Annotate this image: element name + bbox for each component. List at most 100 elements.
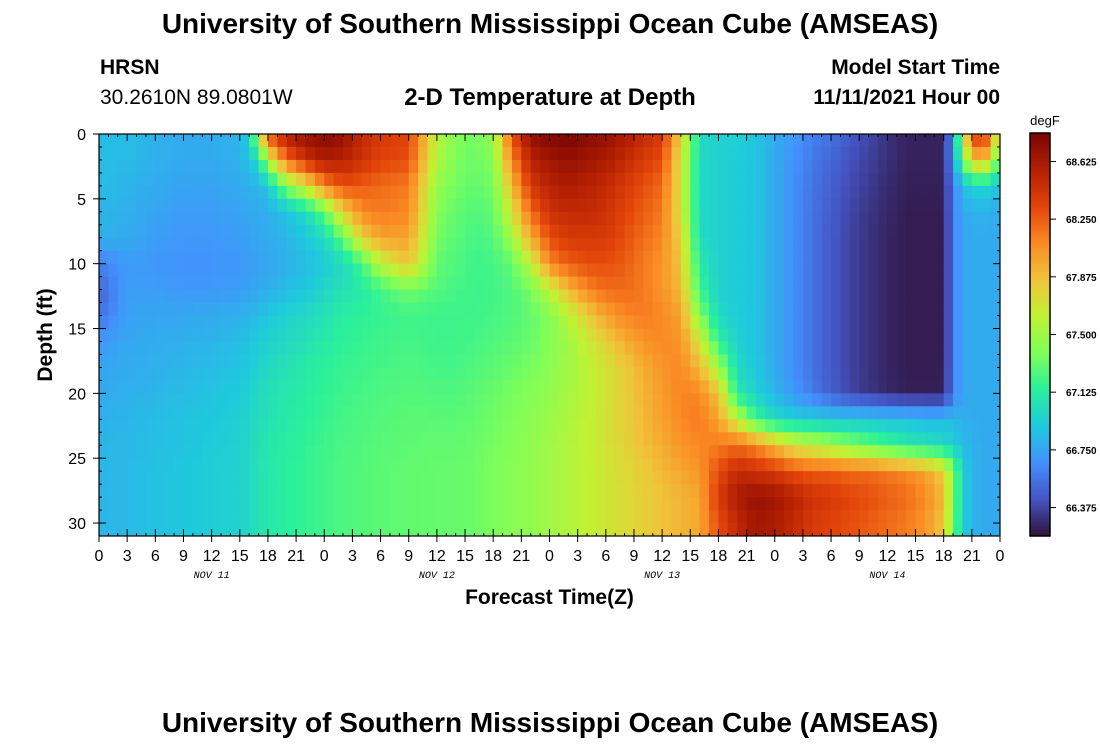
heatmap-cell bbox=[690, 419, 701, 433]
heatmap-cell bbox=[802, 341, 813, 356]
heatmap-cell bbox=[831, 523, 842, 536]
heatmap-cell bbox=[371, 134, 382, 148]
heatmap-cell bbox=[671, 432, 682, 446]
heatmap-cell bbox=[286, 315, 297, 330]
heatmap-cell bbox=[221, 302, 231, 317]
heatmap-cell bbox=[408, 510, 419, 524]
heatmap-cell bbox=[746, 380, 757, 394]
heatmap-cell bbox=[812, 315, 823, 330]
heatmap-cell bbox=[793, 263, 804, 278]
heatmap-cell bbox=[324, 328, 335, 343]
heatmap-cell bbox=[896, 328, 907, 343]
heatmap-cell bbox=[549, 185, 560, 200]
heatmap-cell bbox=[699, 471, 710, 485]
heatmap-cell bbox=[690, 445, 701, 459]
heatmap-cell bbox=[136, 380, 147, 394]
heatmap-cell bbox=[990, 328, 1000, 343]
heatmap-cell bbox=[296, 432, 307, 446]
heatmap-cell bbox=[174, 354, 185, 369]
heatmap-cell bbox=[943, 393, 954, 407]
heatmap-cell bbox=[540, 172, 551, 187]
heatmap-cell bbox=[314, 185, 325, 200]
heatmap-cell bbox=[605, 250, 616, 265]
heatmap-cell bbox=[671, 211, 682, 226]
heatmap-cell bbox=[136, 341, 147, 356]
heatmap-cell bbox=[558, 302, 569, 317]
heatmap-cell bbox=[418, 224, 429, 239]
heatmap-cell bbox=[943, 276, 954, 291]
heatmap-cell bbox=[155, 497, 166, 511]
heatmap-cell bbox=[296, 497, 307, 511]
heatmap-cell bbox=[380, 471, 391, 485]
heatmap-cell bbox=[343, 159, 354, 174]
heatmap-cell bbox=[755, 224, 766, 239]
heatmap-cell bbox=[671, 276, 682, 291]
heatmap-cell bbox=[924, 367, 935, 381]
heatmap-cell bbox=[746, 146, 757, 161]
heatmap-cell bbox=[145, 341, 156, 356]
heatmap-cell bbox=[624, 471, 635, 485]
heatmap-cell bbox=[296, 159, 307, 174]
heatmap-cell bbox=[587, 341, 598, 356]
heatmap-cell bbox=[971, 211, 982, 226]
heatmap-cell bbox=[455, 419, 466, 433]
heatmap-cell bbox=[493, 185, 504, 200]
heatmap-cell bbox=[286, 198, 297, 213]
heatmap-cell bbox=[737, 134, 748, 148]
heatmap-cell bbox=[258, 198, 269, 213]
heatmap-cell bbox=[249, 159, 260, 174]
heatmap-cell bbox=[371, 484, 382, 498]
heatmap-cell bbox=[746, 510, 757, 524]
heatmap-cell bbox=[840, 172, 851, 187]
heatmap-cell bbox=[765, 302, 776, 317]
heatmap-cell bbox=[915, 497, 926, 511]
heatmap-cell bbox=[474, 484, 485, 498]
heatmap-cell bbox=[868, 328, 879, 343]
heatmap-cell bbox=[174, 185, 185, 200]
heatmap-cell bbox=[662, 432, 673, 446]
heatmap-cell bbox=[502, 406, 513, 420]
x-tick-label: 6 bbox=[151, 548, 160, 565]
heatmap-cell bbox=[343, 406, 354, 420]
heatmap-cell bbox=[399, 393, 410, 407]
heatmap-cell bbox=[192, 211, 203, 226]
heatmap-cell bbox=[380, 380, 391, 394]
heatmap-cell bbox=[718, 134, 729, 148]
heatmap-cell bbox=[774, 185, 785, 200]
heatmap-cell bbox=[483, 263, 494, 278]
x-tick-label: 15 bbox=[907, 548, 925, 565]
heatmap-cell bbox=[587, 471, 598, 485]
x-tick-label: 0 bbox=[320, 548, 329, 565]
heatmap-cell bbox=[755, 341, 766, 356]
heatmap-cell bbox=[267, 510, 278, 524]
heatmap-cell bbox=[906, 263, 917, 278]
heatmap-cell bbox=[549, 276, 560, 291]
heatmap-cell bbox=[755, 250, 766, 265]
heatmap-cell bbox=[174, 211, 185, 226]
heatmap-cell bbox=[924, 328, 935, 343]
heatmap-cell bbox=[493, 237, 504, 252]
heatmap-cell bbox=[662, 354, 673, 369]
heatmap-cell bbox=[99, 445, 109, 459]
heatmap-cell bbox=[380, 134, 391, 148]
heatmap-cell bbox=[774, 393, 785, 407]
heatmap-cell bbox=[784, 146, 795, 161]
heatmap-cell bbox=[962, 250, 973, 265]
heatmap-cell bbox=[408, 211, 419, 226]
heatmap-cell bbox=[662, 367, 673, 381]
heatmap-cell bbox=[352, 458, 363, 472]
heatmap-cell bbox=[558, 328, 569, 343]
heatmap-cell bbox=[962, 237, 973, 252]
heatmap-cell bbox=[680, 302, 691, 317]
heatmap-cell bbox=[174, 289, 185, 304]
heatmap-cell bbox=[343, 289, 354, 304]
heatmap-cell bbox=[249, 302, 260, 317]
heatmap-cell bbox=[296, 380, 307, 394]
heatmap-cell bbox=[465, 289, 476, 304]
heatmap-cell bbox=[558, 393, 569, 407]
heatmap-cell bbox=[155, 250, 166, 265]
heatmap-cell bbox=[990, 185, 1000, 200]
heatmap-cell bbox=[859, 523, 870, 536]
heatmap-cell bbox=[755, 484, 766, 498]
heatmap-cell bbox=[145, 263, 156, 278]
